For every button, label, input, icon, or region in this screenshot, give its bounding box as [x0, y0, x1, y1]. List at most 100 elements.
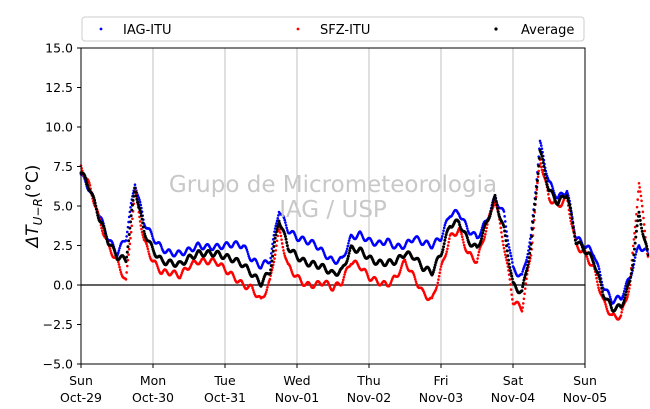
x-tick-label-date: Oct-29 [60, 390, 102, 405]
data-point [118, 246, 121, 250]
data-point [124, 260, 128, 264]
data-point [490, 203, 494, 207]
data-point [608, 293, 611, 296]
data-point [275, 239, 279, 243]
data-point [532, 214, 536, 218]
data-point [597, 275, 601, 279]
data-point [533, 203, 537, 207]
data-point [156, 265, 159, 268]
y-tick-label: 2.5 [53, 238, 73, 253]
data-point [511, 298, 514, 301]
data-point [92, 196, 96, 200]
data-point [441, 248, 445, 252]
data-point [281, 245, 285, 249]
data-point [116, 260, 120, 264]
x-tick-label-date: Nov-04 [491, 390, 536, 405]
data-point [130, 224, 134, 228]
data-point [278, 231, 282, 234]
data-point [507, 258, 510, 262]
data-point [523, 287, 527, 290]
data-point [129, 206, 132, 209]
x-tick-label-day: Thu [356, 373, 380, 388]
data-point [440, 234, 444, 238]
data-point [569, 219, 573, 223]
data-point [88, 181, 91, 185]
data-point [448, 237, 451, 241]
data-point [267, 281, 271, 284]
data-point [283, 218, 287, 222]
data-point [347, 251, 351, 255]
data-point [460, 232, 463, 236]
data-point [499, 226, 503, 230]
data-point [270, 259, 274, 263]
data-point [622, 301, 626, 305]
data-point [536, 172, 540, 176]
data-point [125, 250, 129, 254]
data-point [541, 171, 544, 174]
data-point [544, 180, 548, 184]
data-point [502, 225, 506, 229]
data-point [129, 214, 133, 218]
data-point [440, 237, 443, 240]
legend-marker-iag [99, 27, 103, 31]
data-point [489, 209, 493, 213]
data-point [541, 161, 545, 165]
data-point [484, 233, 487, 236]
x-grid [152, 48, 514, 364]
data-point [271, 242, 274, 246]
data-point [635, 224, 639, 228]
data-point [567, 201, 571, 205]
data-point [264, 290, 268, 294]
data-point [644, 242, 648, 246]
data-point [478, 248, 481, 251]
data-point [565, 194, 569, 198]
data-point [269, 252, 273, 255]
data-point [535, 179, 539, 183]
data-point [639, 222, 643, 226]
data-point [343, 273, 346, 276]
data-point [128, 242, 132, 246]
data-point [539, 162, 542, 165]
data-point [600, 286, 604, 290]
data-point [404, 260, 407, 264]
data-point [509, 254, 513, 258]
data-point [150, 245, 154, 249]
data-point [95, 210, 99, 214]
data-point [131, 217, 134, 221]
y-tick-label: 12.5 [45, 80, 73, 95]
data-point [526, 260, 530, 264]
data-point [124, 239, 128, 242]
data-point [542, 164, 546, 168]
data-point [283, 232, 287, 236]
data-point [599, 283, 603, 287]
data-point [273, 257, 276, 260]
data-point [538, 139, 542, 143]
data-point [274, 230, 278, 234]
data-point [539, 144, 543, 147]
x-tick-label-day: Sat [503, 373, 524, 388]
data-point [503, 220, 507, 223]
data-point [403, 258, 407, 262]
data-point [570, 217, 574, 221]
data-point [521, 306, 524, 309]
data-point [130, 208, 134, 212]
data-point [432, 268, 436, 272]
data-point [404, 263, 408, 266]
legend-label-average: Average [521, 23, 574, 38]
data-point [528, 247, 532, 251]
data-point [151, 234, 154, 238]
data-point [444, 235, 447, 239]
data-point [595, 280, 599, 283]
data-point [630, 268, 634, 272]
data-point [139, 224, 143, 227]
data-point [103, 229, 107, 233]
data-point [619, 314, 623, 317]
data-point [274, 249, 278, 252]
data-point [646, 253, 650, 257]
x-tick-label-date: Nov-01 [275, 390, 319, 405]
data-point [462, 243, 466, 247]
legend-marker-average [494, 27, 498, 31]
data-point [134, 194, 138, 198]
data-point [117, 249, 121, 252]
